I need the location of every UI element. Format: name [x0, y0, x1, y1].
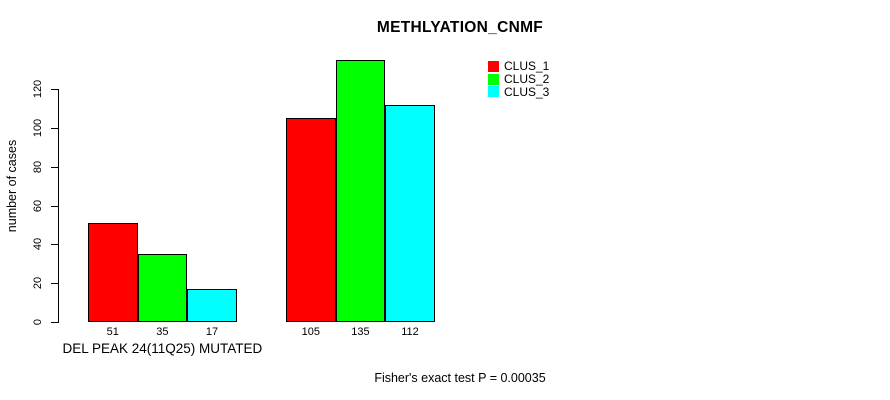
y-tick-label: 40: [32, 238, 44, 251]
bar-clus_3: [187, 288, 237, 322]
bar-clus_1: [286, 118, 336, 322]
y-axis-tick: [51, 322, 58, 323]
legend-label: CLUS_2: [504, 72, 550, 87]
bar-value-label: 112: [401, 326, 419, 338]
y-axis-tick: [51, 244, 58, 246]
y-axis-tick: [51, 127, 58, 129]
bar-value-label: 135: [351, 326, 370, 338]
y-axis-tick: [51, 283, 58, 285]
legend-item: CLUS_2: [488, 72, 550, 87]
y-axis-line: [58, 89, 59, 323]
y-tick-label: 20: [32, 277, 44, 290]
y-axis-tick: [51, 89, 58, 90]
bar-clus_2: [137, 254, 188, 322]
annotation-text: Fisher's exact test P = 0.00035: [374, 371, 546, 385]
legend-swatch-clus_3: [488, 86, 499, 98]
bar-clus_3: [385, 104, 435, 322]
y-tick-label: 60: [32, 199, 44, 212]
y-tick-label: 0: [32, 318, 44, 326]
bar-value-label: 17: [205, 326, 219, 338]
legend-swatch-clus_1: [488, 60, 499, 72]
legend: CLUS_1 CLUS_2 CLUS_3: [488, 59, 550, 99]
legend-swatch-clus_2: [488, 73, 499, 85]
x-axis-label: DEL PEAK 24(11Q25) MUTATED: [62, 341, 263, 356]
legend-label: CLUS_3: [504, 84, 550, 99]
legend-label: CLUS_1: [504, 59, 550, 74]
bar-value-label: 35: [156, 326, 169, 338]
bar-value-label: 105: [301, 326, 320, 338]
y-axis-tick: [51, 166, 58, 168]
y-tick-label: 80: [32, 160, 44, 173]
legend-item: CLUS_3: [488, 84, 550, 99]
bar-clus_2: [335, 59, 386, 322]
bar-clus_1: [88, 222, 138, 322]
chart-title: METHLYATION_CNMF: [376, 19, 544, 36]
bar-value-label: 51: [106, 326, 119, 338]
y-tick-label: 120: [32, 79, 44, 99]
y-tick-label: 100: [32, 118, 44, 138]
legend-item: CLUS_1: [488, 59, 550, 74]
y-axis-tick: [51, 205, 58, 207]
